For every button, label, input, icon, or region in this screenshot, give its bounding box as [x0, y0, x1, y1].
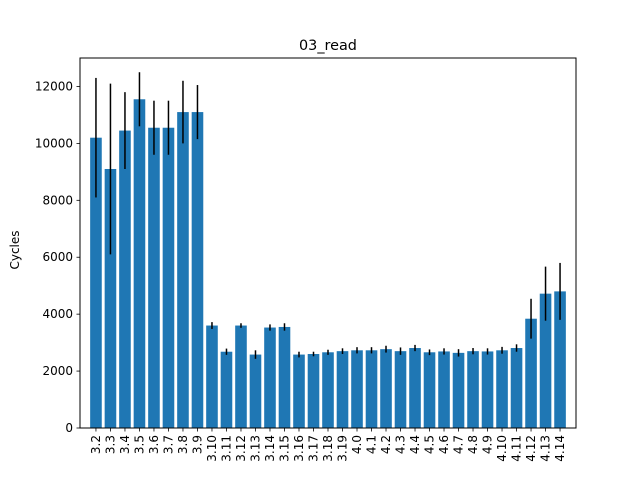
bar-3.15: [278, 326, 291, 428]
y-tick-label: 10000: [35, 136, 73, 150]
x-tick-label: 4.6: [437, 435, 451, 454]
x-tick-label: 3.7: [161, 435, 175, 454]
y-tick-label: 4000: [42, 307, 73, 321]
x-tick-label: 4.12: [524, 435, 538, 462]
x-tick-label: 4.5: [423, 435, 437, 454]
x-tick-label: 3.14: [263, 435, 277, 462]
y-tick-label: 2000: [42, 364, 73, 378]
x-tick-label: 3.13: [248, 435, 262, 462]
bar-3.7: [162, 127, 175, 428]
x-tick-label: 4.8: [466, 435, 480, 454]
bar-4.12: [525, 318, 537, 428]
x-tick-label: 3.6: [147, 435, 161, 454]
y-axis: 0 2000 4000 6000 8000 10000 12000: [35, 79, 80, 435]
bar-4.6: [438, 351, 450, 428]
bar-4.1: [365, 350, 378, 428]
x-tick-label: 4.13: [539, 435, 553, 462]
y-tick-label: 8000: [42, 193, 73, 207]
bar-4.5: [423, 352, 436, 428]
bar-3.3: [104, 169, 117, 428]
x-tick-label: 4.4: [408, 435, 422, 454]
chart-title: 03_read: [299, 38, 357, 54]
bar-4.3: [394, 351, 407, 428]
x-tick-label: 4.2: [379, 435, 393, 454]
error-bars: [95, 72, 561, 359]
bar-4.11: [510, 348, 523, 428]
x-tick-label: 3.15: [277, 435, 291, 462]
bar-3.9: [191, 112, 204, 429]
bar-3.14: [264, 327, 276, 428]
bar-3.6: [148, 127, 160, 428]
y-tick-label: 0: [65, 421, 73, 435]
bar-4.0: [351, 350, 363, 428]
x-tick-label: 3.12: [234, 435, 248, 462]
bar-4.14: [554, 291, 566, 428]
bar-4.7: [452, 352, 465, 428]
x-tick-label: 3.18: [321, 435, 335, 462]
y-tick-label: 12000: [35, 79, 73, 93]
x-tick-label: 3.5: [132, 435, 146, 454]
x-tick-label: 4.7: [452, 435, 466, 454]
bar-series: [90, 99, 566, 429]
bar-3.18: [322, 352, 334, 428]
y-axis-label: Cycles: [8, 230, 22, 269]
x-tick-label: 3.8: [176, 435, 190, 454]
x-tick-label: 4.9: [481, 435, 495, 454]
bar-3.5: [133, 99, 146, 429]
bar-4.2: [380, 349, 392, 428]
bar-4.9: [481, 351, 494, 428]
x-tick-label: 3.3: [103, 435, 117, 454]
x-tick-label: 3.11: [219, 435, 233, 462]
bar-3.17: [307, 354, 320, 428]
bar-3.4: [119, 130, 131, 429]
x-tick-label: 3.9: [190, 435, 204, 454]
bar-3.10: [206, 325, 218, 428]
x-tick-label: 4.14: [553, 435, 567, 462]
bar-3.2: [90, 137, 102, 428]
bar-4.8: [467, 351, 479, 428]
y-tick-label: 6000: [42, 250, 73, 264]
bar-3.19: [336, 351, 349, 428]
x-tick-label: 4.3: [394, 435, 408, 454]
x-tick-label: 3.19: [336, 435, 350, 462]
x-tick-label: 3.2: [89, 435, 103, 454]
plot-frame: [79, 57, 577, 429]
x-tick-label: 3.10: [205, 435, 219, 462]
x-tick-label: 4.1: [365, 435, 379, 454]
bar-4.13: [539, 293, 552, 428]
x-axis: 3.2 3.3 3.4 3.5 3.6 3.7 3.8 3.9 3.10 3.11 3.12 3.13…: [89, 428, 567, 462]
x-tick-label: 3.4: [118, 435, 132, 454]
x-tick-label: 3.16: [292, 435, 306, 462]
bar-3.13: [249, 354, 262, 428]
bar-4.4: [409, 348, 421, 428]
bar-3.12: [235, 325, 247, 428]
x-tick-label: 4.10: [495, 435, 509, 462]
x-tick-label: 4.0: [350, 435, 364, 454]
x-tick-label: 3.17: [306, 435, 320, 462]
bar-3.16: [293, 354, 305, 428]
bar-3.8: [177, 112, 189, 429]
bar-4.10: [496, 350, 508, 428]
x-tick-label: 4.11: [510, 435, 524, 462]
bar-3.11: [220, 351, 233, 428]
